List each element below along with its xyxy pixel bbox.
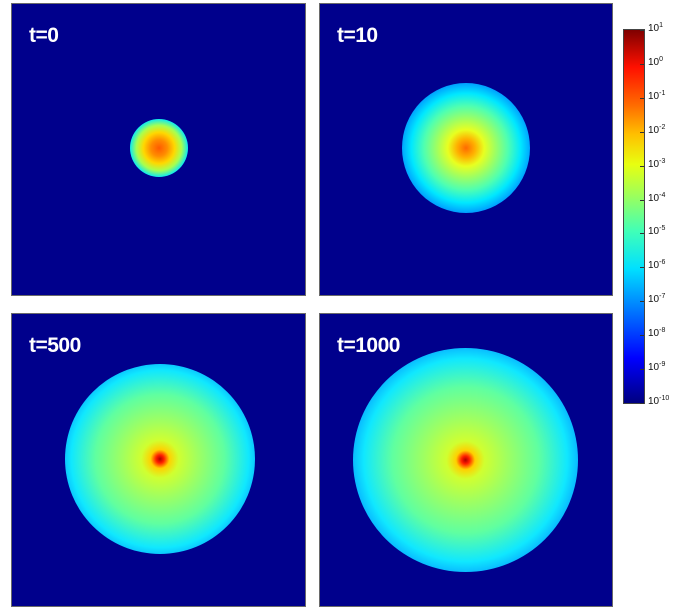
colorbar-tick-label: 10-1 (648, 89, 666, 102)
colorbar-tick-label: 10-2 (648, 123, 666, 136)
density-blob (353, 348, 578, 572)
colorbar-tick-label: 10-5 (648, 225, 666, 238)
colorbar-tickmark (640, 97, 644, 99)
colorbar-tick-label: 10-10 (648, 395, 670, 407)
colorbar-tick-label: 10-9 (648, 361, 666, 374)
time-label: t=0 (29, 24, 59, 47)
time-label: t=10 (337, 24, 378, 47)
colorbar-tickmark (640, 301, 644, 303)
colorbar (623, 29, 645, 404)
colorbar-tick-label: 10-4 (648, 191, 666, 204)
colorbar-tickmark (640, 165, 644, 167)
colorbar-tick-label: 100 (648, 55, 664, 68)
colorbar-tick-label: 10-8 (648, 327, 666, 340)
colorbar-tickmark (640, 30, 644, 31)
colorbar-tick-label: 10-3 (648, 157, 666, 170)
colorbar-tick-label: 10-6 (648, 259, 666, 272)
colorbar-tickmark (640, 131, 644, 133)
colorbar-tickmark (640, 233, 644, 235)
density-blob (130, 119, 188, 177)
panel-t0: t=0 (11, 3, 306, 296)
colorbar-tickmark (640, 403, 644, 404)
time-label: t=1000 (337, 334, 400, 357)
panel-t10: t=10 (319, 3, 613, 296)
panel-t500: t=500 (11, 313, 306, 607)
colorbar-tickmark (640, 63, 644, 65)
density-blob (65, 364, 255, 554)
panel-t1000: t=1000 (319, 313, 613, 607)
time-label: t=500 (29, 334, 81, 357)
colorbar-tick-label: 10-7 (648, 293, 666, 306)
colorbar-tickmark (640, 369, 644, 371)
colorbar-tickmark (640, 267, 644, 269)
colorbar-tick-label: 101 (648, 22, 664, 34)
density-blob (402, 83, 530, 213)
colorbar-tickmark (640, 199, 644, 201)
colorbar-tickmark (640, 335, 644, 337)
